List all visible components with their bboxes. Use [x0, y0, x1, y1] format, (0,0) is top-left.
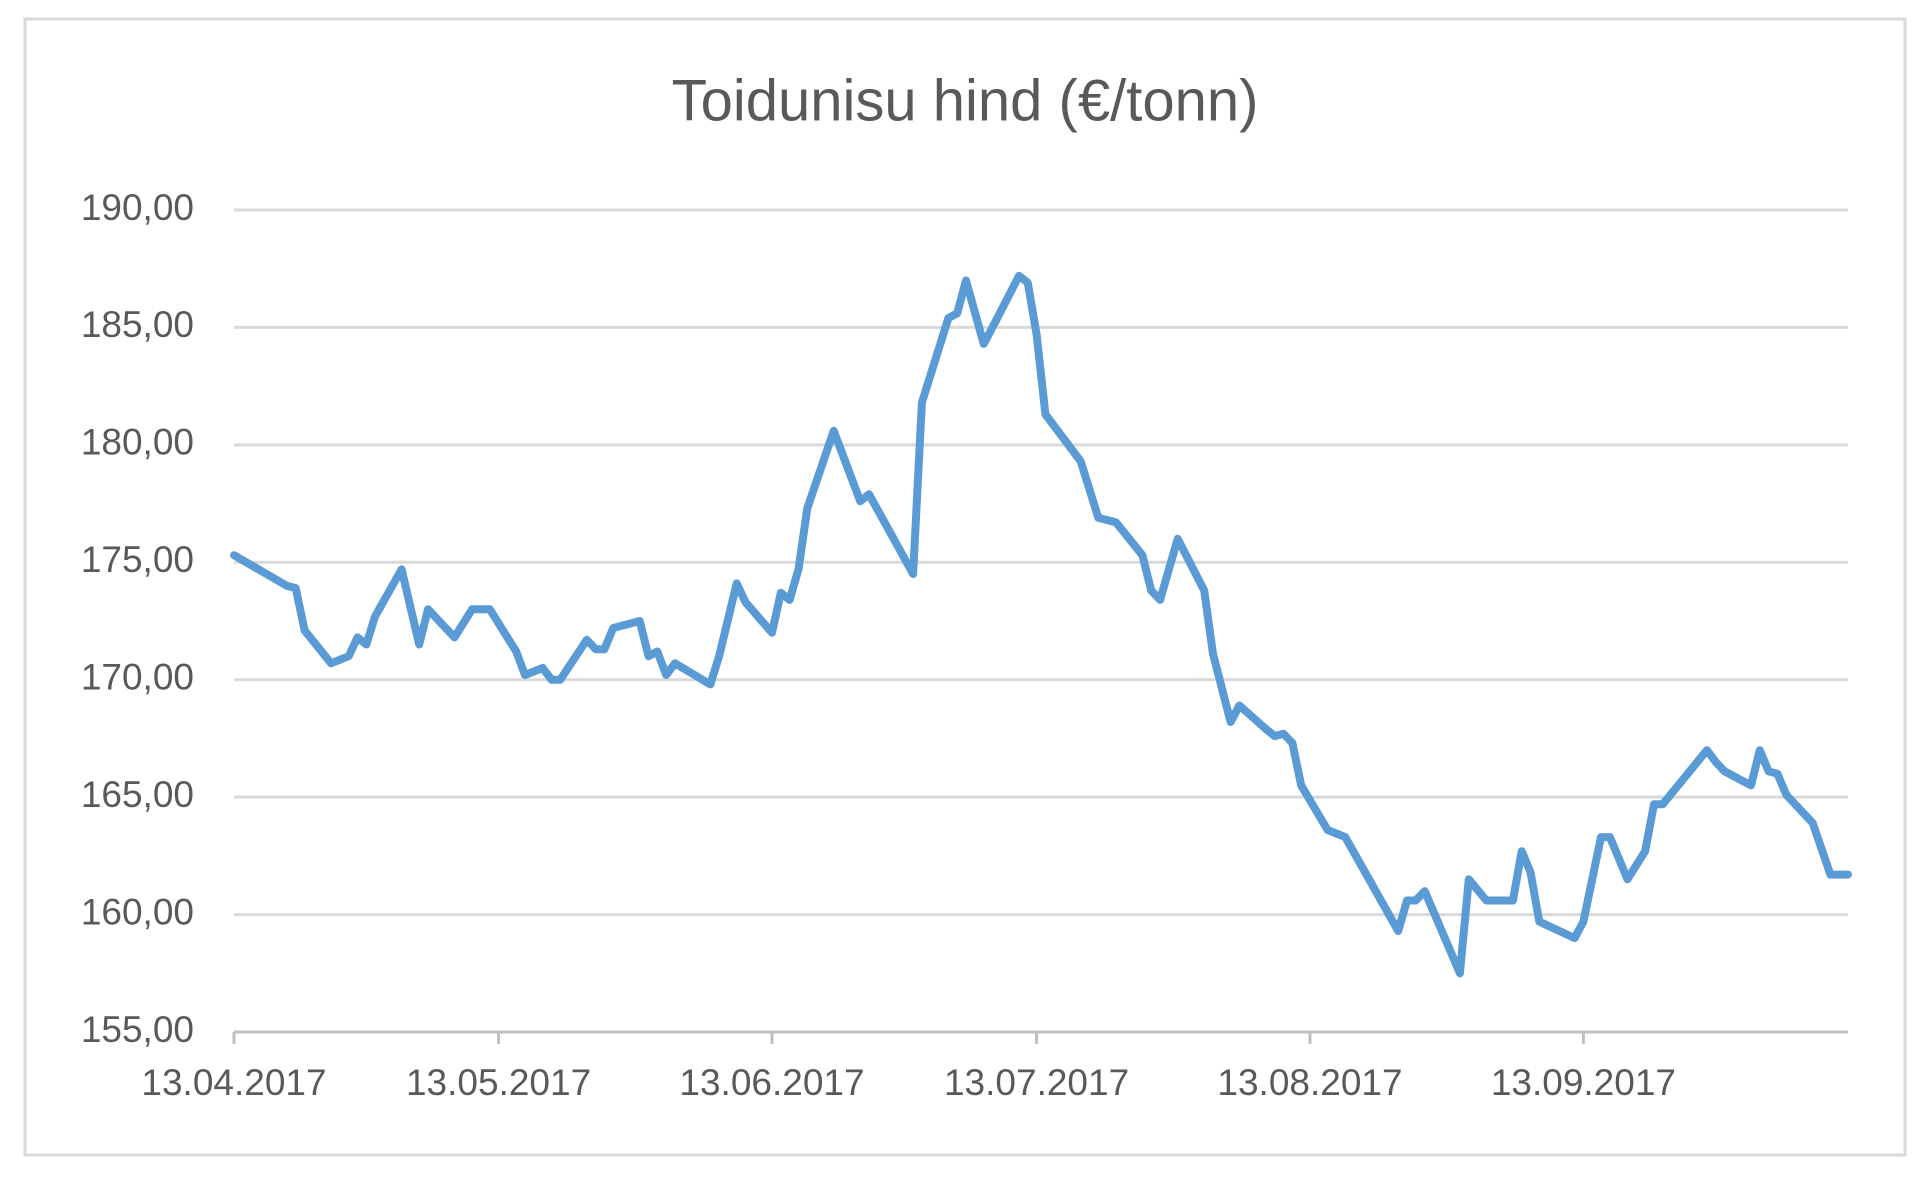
y-tick-label: 155,00 [81, 1009, 194, 1050]
y-tick-label: 165,00 [81, 774, 194, 815]
x-tick-label: 13.07.2017 [944, 1062, 1129, 1103]
y-tick-label: 185,00 [81, 304, 194, 345]
x-tick-label: 13.09.2017 [1491, 1062, 1676, 1103]
chart-border [23, 17, 1907, 1157]
x-tick-label: 13.04.2017 [141, 1062, 326, 1103]
x-tick-label: 13.06.2017 [679, 1062, 864, 1103]
y-tick-label: 170,00 [81, 656, 194, 697]
y-tick-label: 175,00 [81, 539, 194, 580]
x-tick-label: 13.05.2017 [406, 1062, 591, 1103]
chart-title: Toidunisu hind (€/tonn) [672, 68, 1259, 133]
y-tick-label: 160,00 [81, 891, 194, 932]
data-line [230, 271, 1852, 978]
x-tick-label: 13.08.2017 [1217, 1062, 1402, 1103]
y-tick-label: 180,00 [81, 422, 194, 463]
y-tick-label: 190,00 [81, 187, 194, 228]
